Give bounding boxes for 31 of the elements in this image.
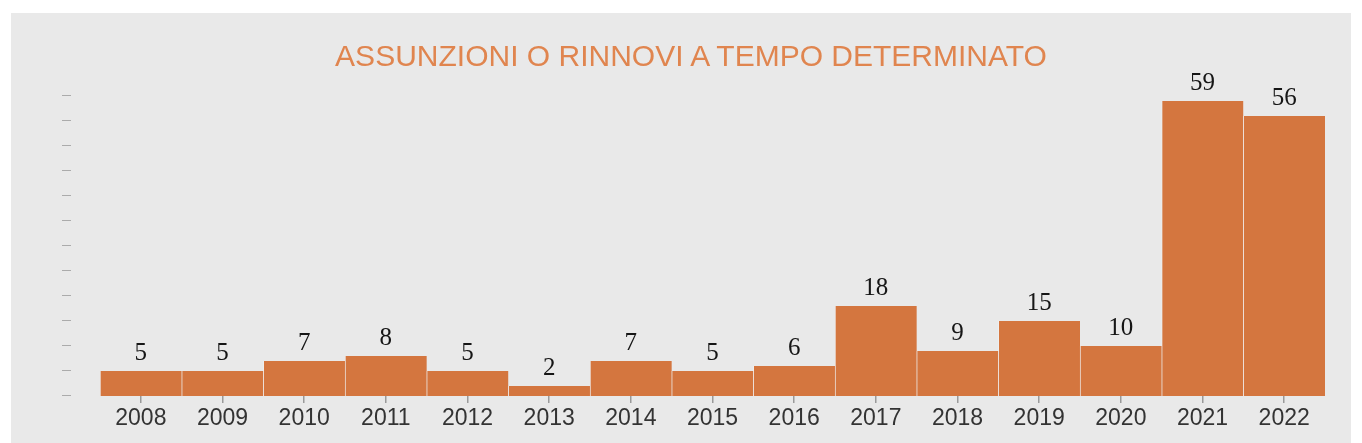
data-label: 5 bbox=[134, 338, 148, 366]
data-label: 10 bbox=[1108, 313, 1134, 341]
x-tick-label: 2013 bbox=[523, 404, 575, 431]
x-tick-label: 2010 bbox=[278, 404, 330, 431]
x-tick-label: 2018 bbox=[931, 404, 984, 431]
x-tick-label: 2022 bbox=[1258, 404, 1310, 431]
chart-title: ASSUNZIONI O RINNOVI A TEMPO DETERMINATO bbox=[334, 39, 1048, 72]
data-label: 6 bbox=[787, 333, 801, 361]
data-label: 15 bbox=[1026, 288, 1052, 316]
x-tick-label: 2015 bbox=[686, 404, 739, 431]
data-label: 59 bbox=[1190, 68, 1215, 96]
data-label: 7 bbox=[297, 328, 311, 356]
x-tick-label: 2009 bbox=[196, 404, 249, 431]
x-tick-label: 2016 bbox=[768, 404, 820, 431]
x-tick-label: 2008 bbox=[115, 404, 167, 431]
x-tick-label: 2020 bbox=[1095, 404, 1147, 431]
x-tick-label: 2012 bbox=[441, 404, 494, 431]
data-label: 7 bbox=[624, 328, 638, 356]
data-label: 18 bbox=[863, 273, 889, 301]
data-label: 2 bbox=[542, 353, 556, 381]
x-tick-label: 2021 bbox=[1176, 404, 1229, 431]
data-label: 5 bbox=[461, 338, 474, 366]
x-tick-label: 2019 bbox=[1013, 404, 1065, 431]
x-tick-label: 2011 bbox=[361, 404, 411, 431]
data-label: 56 bbox=[1271, 83, 1297, 111]
data-label: 5 bbox=[706, 338, 719, 366]
data-label: 5 bbox=[216, 338, 229, 366]
x-tick-label: 2017 bbox=[850, 404, 902, 431]
x-tick-label: 2014 bbox=[605, 404, 657, 431]
data-label: 9 bbox=[951, 318, 964, 346]
data-label: 8 bbox=[379, 323, 393, 351]
